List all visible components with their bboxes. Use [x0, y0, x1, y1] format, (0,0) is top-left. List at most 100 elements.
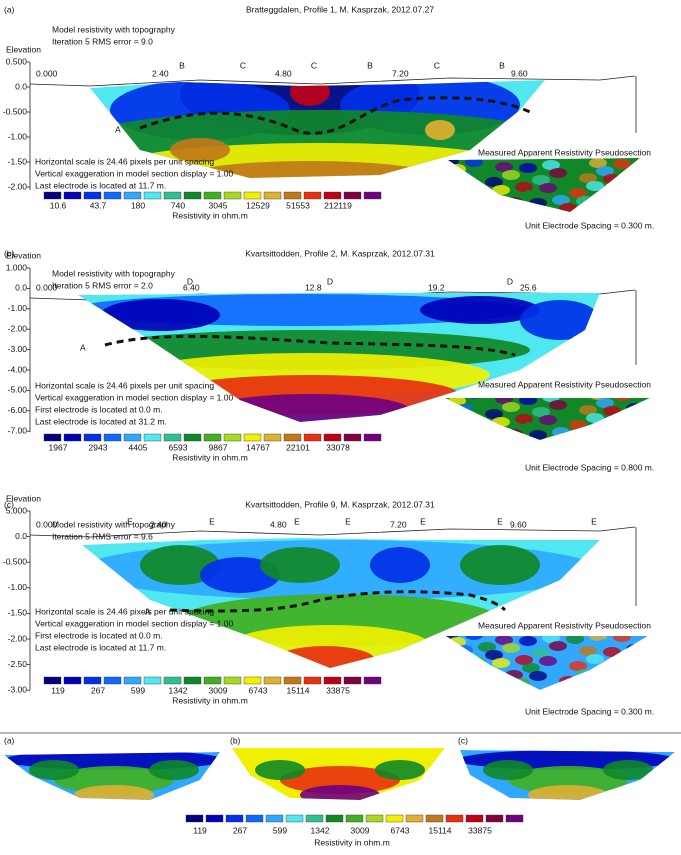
- distance-label: 7.20: [392, 68, 409, 78]
- scale-swatch: [323, 676, 342, 685]
- pseudo-zone: [455, 404, 473, 414]
- distance-label: 2.40: [152, 68, 169, 78]
- scale-swatch: [405, 814, 424, 823]
- scale-swatch: [203, 191, 222, 200]
- scale-swatch: [183, 191, 202, 200]
- scale-swatch: [123, 191, 142, 200]
- pseudo-zone: [515, 414, 533, 424]
- pseudo-zone: [495, 636, 513, 645]
- panel-title: Bratteggdalen, Profile 1, M. Kasprzak, 2…: [246, 4, 434, 14]
- scale-swatch: [63, 191, 82, 200]
- pseudo-zone: [485, 177, 503, 187]
- pseudo-zone: [502, 402, 520, 412]
- electrode-label: E: [127, 516, 133, 526]
- pseudo-zone: [596, 639, 614, 649]
- pseudo-zone: [566, 161, 584, 171]
- distance-label: 19.2: [428, 282, 445, 292]
- scale-swatch: [485, 814, 504, 823]
- y-tick-label: -2.00: [8, 323, 28, 333]
- distance-label: 12.8: [305, 282, 322, 292]
- resistivity-zone: [100, 299, 220, 331]
- pseudo-zone: [478, 401, 496, 411]
- electrode-label: E: [294, 516, 300, 526]
- scale-label: 6743: [391, 825, 410, 835]
- thumbnail-label: (b): [230, 735, 241, 745]
- pseudo-zone: [623, 194, 640, 204]
- scale-swatch: [425, 814, 444, 823]
- thumb-zone: [483, 760, 533, 780]
- scale-swatch: [325, 814, 344, 823]
- distance-label: 0.000: [36, 519, 58, 529]
- y-tick-label: 0.0: [15, 531, 27, 541]
- scale-swatch: [83, 191, 102, 200]
- pseudo-zone: [539, 183, 557, 193]
- scale-unit: Resistivity in ohm.m: [172, 452, 248, 462]
- pseudo-zone: [596, 398, 614, 408]
- thumbnail-section: [460, 750, 675, 800]
- thumb-zone: [29, 760, 79, 780]
- resistivity-zone: [290, 80, 330, 106]
- electrode-label: E: [591, 516, 597, 526]
- y-tick-label: -1.00: [8, 131, 28, 141]
- scale-swatch: [205, 814, 224, 823]
- thumb-zone: [280, 766, 400, 794]
- pseudo-zone: [549, 641, 567, 651]
- topography: [29, 75, 636, 87]
- scale-swatch: [183, 433, 202, 442]
- pseudo-zone: [468, 657, 486, 667]
- scale-label: 3009: [209, 685, 228, 695]
- pseudo-zone: [458, 672, 476, 682]
- scale-label: 33875: [468, 825, 492, 835]
- resistivity-zone: [200, 557, 280, 593]
- distance-label: 0.000: [36, 282, 58, 292]
- thumb-zone: [603, 760, 653, 780]
- resistivity-zone: [460, 545, 540, 585]
- note: Horizontal scale is 24.46 pixels per uni…: [35, 380, 214, 390]
- electrode-label: D: [327, 276, 333, 286]
- resistivity-zone: [170, 138, 230, 162]
- pseudo-zone: [445, 419, 463, 429]
- pseudo-zone: [579, 173, 597, 183]
- scale-swatch: [303, 433, 322, 442]
- pseudo-zone: [532, 175, 550, 185]
- pseudo-zone: [549, 168, 567, 178]
- pseudo-zone: [448, 164, 466, 174]
- electrode-label: C: [240, 60, 246, 70]
- scale-label: 33078: [326, 442, 350, 452]
- pseudo-zone: [495, 398, 513, 404]
- pseudo-zone: [458, 199, 476, 209]
- scale-swatch: [363, 676, 382, 685]
- scale-swatch: [43, 433, 62, 442]
- pseudo-zone: [492, 417, 510, 427]
- scale-label: 33875: [326, 685, 350, 695]
- y-tick-label: -5.00: [8, 385, 28, 395]
- distance-label: 7.20: [390, 519, 407, 529]
- scale-label: 12529: [246, 200, 270, 210]
- y-tick-label: 1.000: [6, 262, 28, 272]
- pseudo-zone: [475, 192, 493, 202]
- pseudo-zone: [475, 665, 493, 675]
- scale-swatch: [323, 433, 342, 442]
- electrode-label: E: [345, 516, 351, 526]
- pseudo-zone: [542, 636, 560, 643]
- scale-swatch: [223, 676, 242, 685]
- pseudo-zone: [552, 195, 570, 205]
- scale-unit: Resistivity in ohm.m: [314, 837, 390, 847]
- scale-swatch: [263, 433, 282, 442]
- distance-label: 9.60: [510, 519, 527, 529]
- scale-label: 599: [131, 685, 145, 695]
- model-line: Iteration 5 RMS error = 9.0: [52, 36, 153, 46]
- pseudo-zone: [633, 179, 640, 189]
- pseudo-zone: [613, 398, 631, 401]
- thumb-zone: [375, 760, 425, 780]
- y-tick-label: -0.500: [3, 106, 27, 116]
- pseudo-zone: [502, 643, 520, 653]
- scale-label: 599: [273, 825, 287, 835]
- pseudo-zone: [455, 645, 473, 655]
- electrode-label: E: [420, 516, 426, 526]
- electrode-spacing: Unit Electrode Spacing = 0.300 m.: [525, 220, 654, 230]
- y-tick-label: -1.50: [8, 156, 28, 166]
- pseudo-zone: [552, 427, 570, 437]
- scale-swatch: [283, 676, 302, 685]
- model-line: Model resistivity with topography: [52, 268, 176, 278]
